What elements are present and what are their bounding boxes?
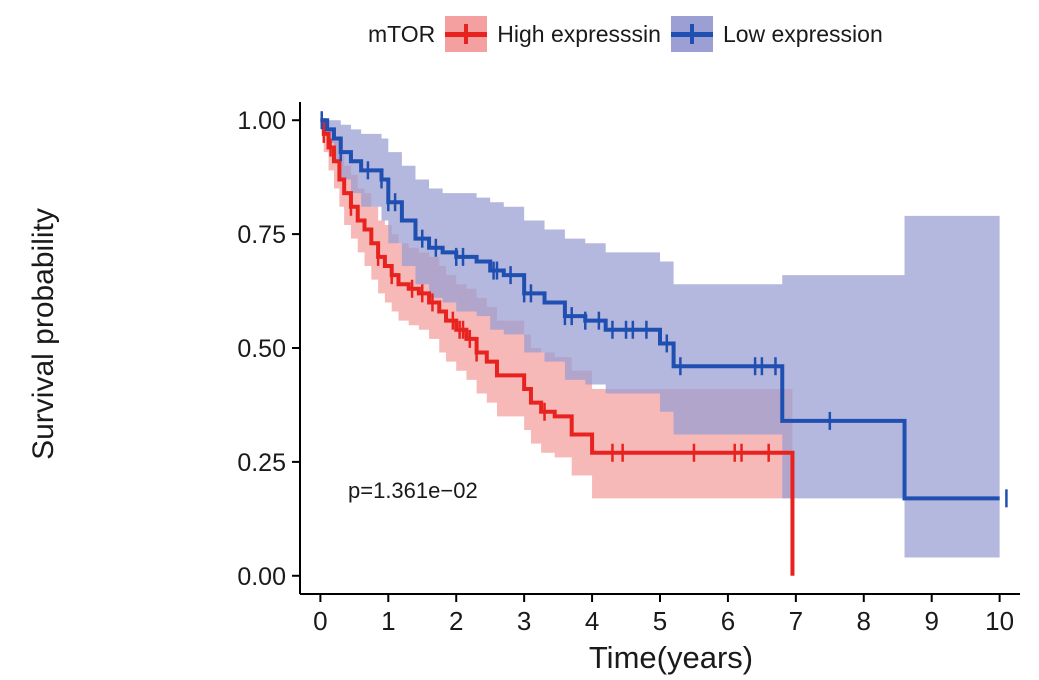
x-tick-label: 7 — [789, 606, 803, 636]
x-tick-label: 0 — [313, 606, 327, 636]
survival-curves — [320, 118, 1000, 576]
x-axis-ticks: 0 1 2 3 4 5 6 7 8 9 10 — [313, 594, 1014, 636]
legend-label-high: High expresssin — [497, 20, 661, 47]
x-axis-title: Time(years) — [588, 640, 754, 675]
legend: mTOR High expresssin Low expression — [368, 16, 883, 52]
x-tick-label: 2 — [449, 606, 463, 636]
survival-curve-1 — [320, 118, 1000, 501]
y-tick-label: 0.00 — [237, 563, 286, 591]
x-tick-label: 1 — [381, 606, 395, 636]
x-tick-label: 4 — [585, 606, 599, 636]
confidence-bands — [320, 120, 1000, 576]
ci-band-0 — [320, 120, 793, 576]
legend-key-low — [670, 16, 713, 52]
y-tick-label: 0.75 — [237, 221, 286, 249]
y-tick-label: 0.50 — [237, 335, 286, 363]
censor-marks — [320, 111, 1008, 508]
x-tick-label: 8 — [857, 606, 871, 636]
y-tick-label: 1.00 — [237, 107, 286, 135]
legend-label-low: Low expression — [722, 20, 883, 47]
x-tick-label: 10 — [985, 606, 1014, 636]
x-tick-label: 9 — [924, 606, 938, 636]
p-value-annotation: p=1.361e−02 — [348, 478, 478, 503]
y-tick-label: 0.25 — [237, 449, 286, 477]
y-axis-title: Survival probability — [27, 208, 60, 460]
y-axis-ticks: 0.00 0.25 0.50 0.75 1.00 — [237, 107, 300, 591]
legend-title: mTOR — [368, 20, 436, 47]
x-tick-label: 5 — [653, 606, 667, 636]
x-tick-label: 6 — [721, 606, 735, 636]
survival-curve-0 — [320, 118, 795, 576]
x-tick-label: 3 — [517, 606, 531, 636]
legend-key-high — [445, 16, 488, 52]
